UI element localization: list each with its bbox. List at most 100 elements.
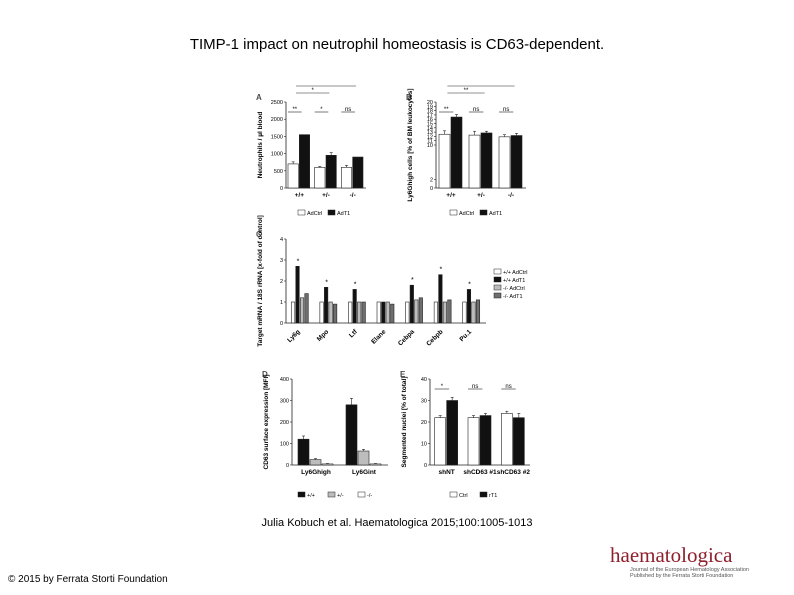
legend-swatch <box>449 491 458 498</box>
bar <box>385 301 390 324</box>
y-tick-label: 40 <box>421 377 427 383</box>
y-tick-label: 0 <box>286 463 289 469</box>
bar <box>290 301 296 324</box>
legend-swatch <box>493 284 502 291</box>
bar <box>321 463 334 466</box>
legend-label: -/- AdT1 <box>503 294 523 300</box>
bar <box>314 167 326 189</box>
y-tick-label: 0 <box>424 463 427 469</box>
significance-label: * <box>468 281 471 288</box>
significance-label: ** <box>479 84 484 87</box>
bar <box>513 417 525 466</box>
bar <box>462 301 467 324</box>
x-tick-label: shCD63 #2 <box>497 469 531 476</box>
bar <box>309 459 322 466</box>
bar <box>510 135 523 189</box>
x-tick-label: -/- <box>350 192 356 199</box>
y-tick-label: 16 <box>427 117 433 123</box>
x-tick-label: Mpo <box>316 328 330 342</box>
logo-text: haematologica <box>610 543 733 567</box>
bar <box>376 301 381 324</box>
legend-swatch <box>493 268 502 275</box>
bar <box>304 293 309 324</box>
bar <box>434 417 446 466</box>
significance-label: ns <box>472 384 478 390</box>
y-tick-label: 2 <box>430 177 433 183</box>
x-tick-label: Cebpb <box>425 328 444 347</box>
bar <box>341 167 352 189</box>
bar <box>467 417 480 466</box>
x-tick-label: +/+ <box>295 192 305 199</box>
x-tick-label: +/+ <box>446 192 456 199</box>
bar <box>319 301 324 324</box>
panel-label: E <box>400 370 406 379</box>
y-tick-label: 15 <box>427 122 433 128</box>
legend-swatch <box>449 209 458 216</box>
significance-label: ** <box>464 88 469 94</box>
panel-label: D <box>262 370 268 379</box>
panel-label: B <box>406 93 412 102</box>
y-axis-label: Ly6Ghigh cells [% of BM leukocytes] <box>407 88 414 201</box>
y-tick-label: 2000 <box>271 117 283 123</box>
legend-swatch <box>493 276 502 283</box>
y-tick-label: 200 <box>280 420 289 426</box>
y-tick-label: 30 <box>421 399 427 405</box>
y-tick-label: 3 <box>280 258 283 264</box>
legend-label: Ctrl <box>459 493 468 499</box>
legend-label: +/- <box>337 493 344 499</box>
significance-label: * <box>354 281 357 288</box>
legend-swatch <box>493 292 502 299</box>
bar <box>287 163 299 189</box>
y-tick-label: 1000 <box>271 152 283 158</box>
y-axis-label: Target mRNA / 18S rRNA [x-fold of contro… <box>257 215 264 347</box>
bar <box>348 301 353 324</box>
y-tick-label: 10 <box>421 442 427 448</box>
x-tick-label: +/- <box>477 192 485 199</box>
bar <box>405 301 410 324</box>
y-tick-label: 500 <box>274 169 283 175</box>
significance-label: * <box>297 258 300 265</box>
legend-swatch <box>357 491 366 498</box>
bar <box>381 301 386 324</box>
x-tick-label: Ly6Ghigh <box>301 469 331 476</box>
bar <box>299 297 305 324</box>
panel-label: C <box>256 230 262 239</box>
bar <box>297 438 310 466</box>
y-tick-label: 12 <box>427 134 433 140</box>
bar <box>352 289 357 324</box>
copyright-notice: © 2015 by Ferrata Storti Foundation <box>8 574 168 585</box>
bar <box>414 299 419 324</box>
x-tick-label: shNT <box>439 469 455 476</box>
y-tick-label: 20 <box>427 100 433 106</box>
significance-label: ns <box>473 107 479 113</box>
slide-title: TIMP-1 impact on neutrophil homeostasis … <box>189 36 605 53</box>
x-tick-label: Ly6Gint <box>352 469 377 476</box>
bar <box>345 404 358 466</box>
significance-label: * <box>325 279 328 286</box>
bar <box>299 134 310 189</box>
bar <box>442 301 447 324</box>
bar <box>357 301 362 324</box>
bar <box>352 156 364 189</box>
legend-swatch <box>327 491 336 498</box>
panel-a: A Neutrophils / µl blood 0 500 1000 1500 2000 2… <box>256 84 366 217</box>
legend-swatch <box>327 209 336 216</box>
significance-label: ns <box>505 384 511 390</box>
bar <box>369 463 382 466</box>
bar <box>501 413 513 466</box>
y-tick-label: 18 <box>427 109 433 115</box>
legend-label: -/- <box>367 493 372 499</box>
bar <box>446 400 458 466</box>
citation: Julia Kobuch et al. Haematologica 2015;1… <box>261 517 533 529</box>
bar <box>471 301 476 324</box>
y-tick-label: 400 <box>280 377 289 383</box>
legend-label: -/- AdCtrl <box>503 286 525 292</box>
y-tick-label: 10 <box>427 143 433 149</box>
x-tick-label: Elane <box>370 328 387 345</box>
y-tick-label: 0 <box>280 321 283 327</box>
panel-label: A <box>256 93 262 102</box>
bar <box>479 415 492 466</box>
significance-label: * <box>411 277 414 284</box>
